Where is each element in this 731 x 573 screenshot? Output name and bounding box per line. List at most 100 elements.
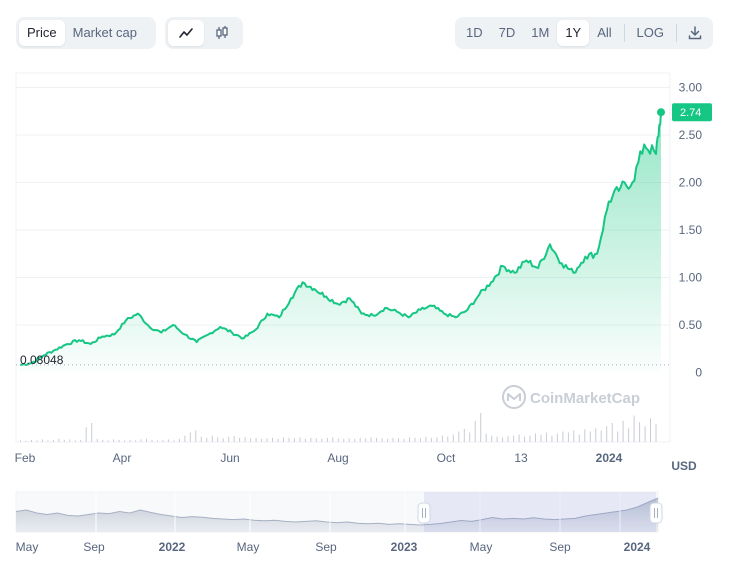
volume-bar [600,430,602,442]
volume-bar [321,438,323,442]
navigator-tick-label: 2023 [391,540,418,554]
watermark: CoinMarketCap [530,390,640,407]
volume-bar [20,440,21,442]
volume-bar [102,439,104,442]
x-tick-label: Feb [15,451,36,465]
volume-bar [639,422,641,442]
volume-bar [348,438,350,442]
volume-bar [47,440,49,442]
volume-bar [41,439,43,442]
volume-bar [124,440,126,442]
volume-bar [425,436,427,442]
divider [675,24,677,42]
line-chart-button[interactable] [168,20,204,46]
volume-bar [392,437,394,442]
volume-bar [162,439,164,442]
volume-bar [409,437,410,442]
navigator-tick-label: 2024 [624,540,651,554]
volume-bar [211,435,213,442]
navigator-line [15,497,659,526]
navigator-right-handle[interactable] [649,502,663,524]
volume-bar [556,433,558,442]
volume-bar [551,435,553,442]
volume-bar [74,440,76,442]
current-price-point [657,108,665,117]
range-1m[interactable]: 1M [531,25,550,40]
volume-bar [496,436,498,442]
volume-bar [458,431,460,442]
navigator-tick-label: Sep [83,540,105,554]
range-7d[interactable]: 7D [498,25,516,40]
start-price-label: 0.08048 [20,353,64,367]
volume-bar [387,438,389,442]
navigator-left-handle[interactable] [417,502,431,524]
volume-bar [326,437,328,442]
volume-bar [633,415,635,442]
candlestick-button[interactable] [204,20,240,46]
volume-bar [398,438,399,442]
volume-bar [502,437,504,442]
volume-bar [469,432,471,442]
volume-bar [622,420,624,442]
volume-bar [63,439,65,442]
navigator-tick-label: Sep [549,540,571,554]
x-tick-label: 13 [514,451,528,465]
volume-bar [567,432,569,442]
volume-bar [430,437,432,442]
navigator-tick-label: Sep [315,540,337,554]
candlestick-icon [216,26,228,39]
tab-price[interactable]: Price [19,20,65,46]
volume-bar [655,424,657,442]
volume-bar [178,438,180,442]
volume-bar [376,437,378,442]
volume-bar [650,418,651,442]
volume-bar [135,440,137,442]
volume-bar [540,434,542,442]
navigator-selection [424,492,656,532]
volume-bar [85,427,87,442]
volume-bar [157,440,158,442]
volume-bar [195,430,197,442]
volume-bar [584,429,586,442]
tab-market-cap[interactable]: Market cap [72,25,137,40]
range-1d[interactable]: 1D [466,25,483,40]
y-tick-label: 2.50 [679,128,703,142]
volume-bar [58,438,60,442]
x-tick-label: Apr [113,451,132,465]
volume-bar [244,437,246,442]
navigator-area [16,498,658,532]
volume-bar [288,437,290,442]
y-tick-label: 2.00 [679,176,703,190]
volume-bar [250,438,252,442]
volume-bar [578,434,580,442]
volume-bar [436,437,438,442]
volume-bar [606,426,608,442]
range-all[interactable]: All [597,25,612,40]
volume-bar [293,438,295,442]
current-price-label: 2.74 [680,107,701,119]
x-tick-label: Jun [220,451,239,465]
volume-bar [217,437,219,442]
volume-bar [365,438,367,442]
download-button[interactable] [681,20,710,46]
handle-body [417,502,431,524]
navigator-tick-label: May [16,540,39,554]
volume-bar [491,435,493,442]
volume-bar [222,438,224,442]
x-tick-label: Aug [327,451,348,465]
volume-bar [315,438,317,442]
volume-bar [255,437,257,442]
navigator-background [15,491,659,533]
volume-bar [299,437,301,442]
range-1y[interactable]: 1Y [557,20,590,46]
y-tick-label: 3.00 [679,81,703,95]
volume-bar [52,439,54,442]
volume-bar [146,438,147,442]
volume-bar [447,436,449,442]
x-tick-label: 2024 [596,451,623,465]
volume-bar [337,438,339,442]
log-scale-button[interactable]: LOG [636,25,664,40]
volume-bar [419,438,421,442]
handle-body [649,502,663,524]
